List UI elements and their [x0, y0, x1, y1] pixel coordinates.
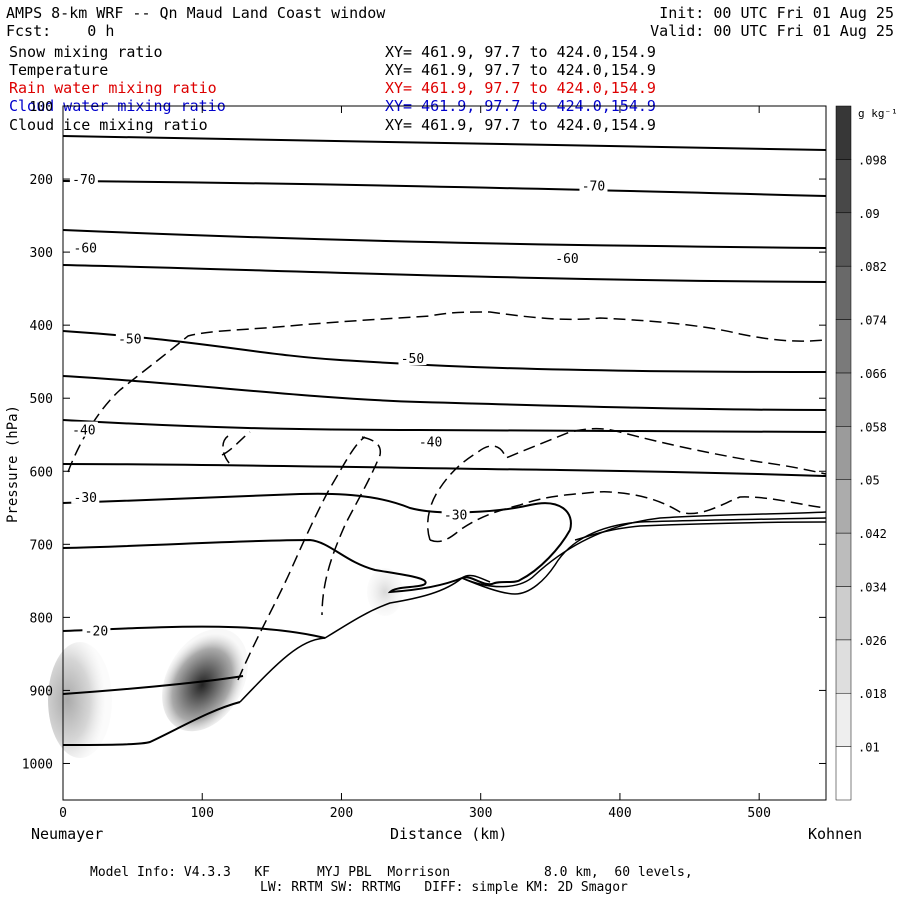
temperature-label: -70	[72, 173, 95, 188]
legend-xy-cloud-ice: XY= 461.9, 97.7 to 424.0,154.9	[385, 116, 656, 134]
colorbar-level-label: .034	[858, 580, 887, 594]
colorbar-level-label: .042	[858, 527, 887, 541]
valid-time: Valid: 00 UTC Fri 01 Aug 25	[650, 22, 894, 40]
y-tick-label: 900	[30, 684, 53, 699]
temperature-label: -20	[85, 625, 108, 640]
temperature-label-bg	[115, 330, 144, 346]
x-tick-label: 500	[747, 806, 770, 821]
x-tick-label: 400	[608, 806, 631, 821]
colorbar-segment	[835, 746, 852, 801]
colorbar-level-label: .09	[858, 207, 880, 221]
temperature-label-bg	[553, 249, 582, 265]
y-tick-label: 1000	[22, 757, 53, 772]
cloud-ice-contours	[67, 311, 827, 681]
colorbar-segment	[835, 639, 852, 694]
y-tick-label: 500	[30, 392, 53, 407]
colorbar-level-label: .098	[858, 153, 887, 167]
colorbar-segment	[835, 265, 852, 320]
y-tick-label: 100	[30, 100, 53, 115]
x-left-label: Neumayer	[31, 825, 104, 843]
x-axis: 0 100 200 300 400 500	[59, 106, 771, 821]
y-tick-label: 600	[30, 465, 53, 480]
legend-xy-temperature: XY= 461.9, 97.7 to 424.0,154.9	[385, 61, 656, 79]
colorbar-level-label: .018	[858, 687, 887, 701]
y-axis: 100 200 300 400 500 600 700 800 900 1000	[22, 100, 826, 772]
colorbar-unit: g kg⁻¹	[858, 107, 898, 120]
init-time: Init: 00 UTC Fri 01 Aug 25	[659, 4, 894, 22]
snow-shading	[48, 568, 403, 758]
x-tick-label: 300	[469, 806, 492, 821]
temperature-label: -60	[74, 242, 97, 257]
temperature-label-bg	[416, 433, 445, 449]
temperature-label: -40	[72, 424, 95, 439]
colorbar-segment	[835, 105, 852, 160]
model-physics: LW: RRTM SW: RRTMG DIFF: simple KM: 2D S…	[260, 880, 628, 895]
colorbar-segment	[835, 586, 852, 641]
x-axis-title: Distance (km)	[390, 825, 508, 843]
temperature-labels: -70 -70 -60 -60 -50 -50 -40 -40 -30 -30 -20	[69, 171, 608, 640]
x-tick-label: 200	[330, 806, 353, 821]
temperature-contours	[62, 135, 827, 746]
y-tick-label: 300	[30, 246, 53, 261]
colorbar-level-label: .026	[858, 634, 887, 648]
model-info: Model Info: V4.3.3 KF MYJ PBL Morrison 8…	[90, 865, 693, 880]
temperature-label: -30	[74, 491, 97, 506]
x-tick-label: 100	[190, 806, 213, 821]
temperature-label: -70	[582, 180, 605, 195]
colorbar-level-label: .05	[858, 474, 880, 488]
temperature-label-bg	[71, 488, 100, 504]
legend-xy-rain: XY= 461.9, 97.7 to 424.0,154.9	[385, 79, 656, 97]
colorbar-level-label: .066	[858, 367, 887, 381]
temperature-label-bg	[69, 171, 98, 187]
y-tick-label: 200	[30, 173, 53, 188]
y-tick-label: 700	[30, 538, 53, 553]
y-tick-label: 800	[30, 611, 53, 626]
temperature-label: -40	[419, 435, 442, 450]
temperature-label-bg	[579, 177, 608, 193]
colorbar-level-label: .01	[858, 741, 880, 755]
colorbar-segment	[835, 319, 852, 374]
terrain-outline	[239, 511, 827, 703]
colorbar-segment	[835, 372, 852, 427]
colorbar-level-label: .058	[858, 420, 887, 434]
colorbar-segment	[835, 692, 852, 747]
temperature-label: -60	[555, 252, 578, 267]
temperature-label: -30	[444, 508, 467, 523]
legend-xy-snow: XY= 461.9, 97.7 to 424.0,154.9	[385, 43, 656, 61]
legend-label-rain: Rain water mixing ratio	[9, 79, 217, 97]
colorbar: .01 .018 .026 .034 .042 .05 .058 .066 .074 .082 .0…	[835, 105, 898, 801]
colorbar-segment	[835, 479, 852, 534]
legend-label-temperature: Temperature	[9, 61, 109, 79]
temperature-label-bg	[441, 506, 470, 522]
legend-label-snow: Snow mixing ratio	[9, 43, 163, 61]
legend-label-cloud-ice: Cloud ice mixing ratio	[9, 116, 208, 134]
x-right-label: Kohnen	[808, 825, 863, 843]
temperature-label-bg	[71, 239, 100, 255]
y-tick-label: 400	[30, 319, 53, 334]
temperature-label-bg	[69, 421, 98, 437]
colorbar-segment	[835, 426, 852, 480]
temperature-label: -50	[118, 332, 141, 347]
colorbar-segment	[835, 159, 852, 214]
y-axis-title: Pressure (hPa)	[5, 405, 21, 524]
temperature-label-bg	[82, 622, 111, 638]
x-tick-label: 0	[59, 806, 67, 821]
title: AMPS 8-km WRF -- Qn Maud Land Coast wind…	[6, 4, 386, 22]
colorbar-level-label: .074	[858, 314, 887, 328]
temperature-label-bg	[398, 350, 427, 366]
plot-frame	[62, 105, 827, 801]
colorbar-level-label: .082	[858, 260, 887, 274]
colorbar-segment	[835, 212, 852, 267]
colorbar-segment	[835, 532, 852, 587]
temperature-label: -50	[401, 352, 424, 367]
forecast-hour: Fcst: 0 h	[6, 22, 115, 40]
